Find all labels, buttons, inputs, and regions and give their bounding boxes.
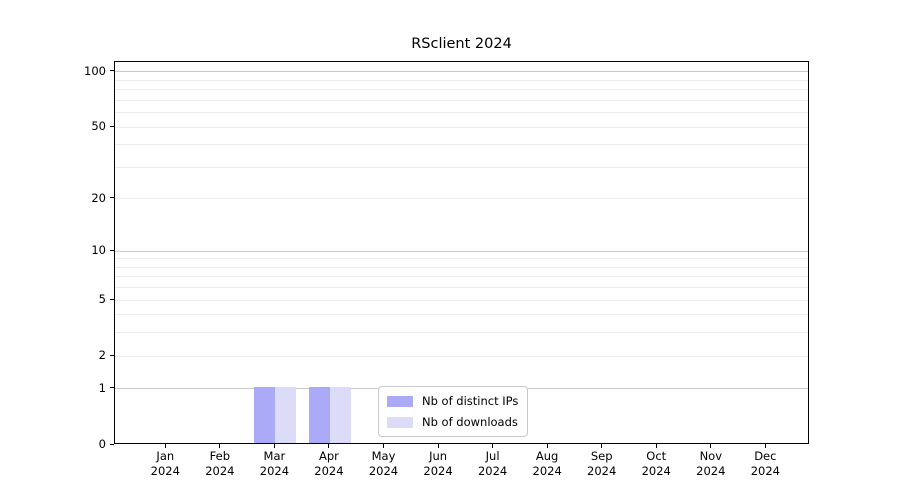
y-tick-label: 100: [84, 63, 106, 78]
x-tick-mark: [764, 444, 766, 448]
x-tick-year: 2024: [641, 464, 671, 478]
x-tick-year: 2024: [150, 464, 180, 478]
legend-entry: Nb of distinct IPs: [387, 392, 518, 410]
legend: Nb of distinct IPs Nb of downloads: [378, 386, 529, 437]
x-tick-year: 2024: [205, 464, 235, 478]
gridline-minor: [115, 287, 808, 289]
x-tick-mark: [164, 444, 166, 448]
y-tick-mark: [110, 298, 114, 300]
gridline-minor: [115, 166, 808, 168]
y-tick-label: 5: [98, 292, 106, 307]
y-tick-mark: [110, 249, 114, 251]
legend-swatch-downloads: [387, 416, 413, 428]
x-tick-mark: [655, 444, 657, 448]
bar-downloads: [329, 386, 351, 443]
y-tick-mark: [110, 443, 114, 445]
legend-label-downloads: Nb of downloads: [422, 415, 518, 429]
legend-entry: Nb of downloads: [387, 413, 518, 431]
x-tick-mark: [328, 444, 330, 448]
x-tick-month: Sep: [590, 449, 613, 463]
y-tick-mark: [110, 125, 114, 127]
x-tick-label: Jul 2024: [465, 449, 521, 479]
legend-swatch-distinct-ips: [387, 395, 413, 407]
x-tick-label: Sep 2024: [574, 449, 630, 479]
chart-title: RSclient 2024: [411, 36, 512, 52]
x-tick-mark: [710, 444, 712, 448]
gridline-minor: [115, 299, 808, 301]
x-tick-month: Mar: [263, 449, 286, 463]
gridline-minor: [115, 266, 808, 268]
y-tick-mark: [110, 354, 114, 356]
gridline-major: [115, 71, 808, 73]
x-tick-label: Jun 2024: [410, 449, 466, 479]
x-tick-label: May 2024: [356, 449, 412, 479]
x-tick-label: Aug 2024: [519, 449, 575, 479]
x-tick-month: Feb: [209, 449, 231, 463]
gridline-minor: [115, 112, 808, 114]
x-tick-month: Jan: [156, 449, 175, 463]
plot-area: Nb of distinct IPs Nb of downloads: [114, 61, 809, 444]
x-tick-year: 2024: [750, 464, 780, 478]
x-tick-month: Jun: [429, 449, 448, 463]
x-tick-year: 2024: [532, 464, 562, 478]
x-tick-label: Nov 2024: [683, 449, 739, 479]
y-tick-label: 2: [98, 348, 106, 363]
bar-distinct-ips: [254, 386, 276, 443]
gridline-minor: [115, 144, 808, 146]
x-tick-mark: [273, 444, 275, 448]
gridline-minor: [115, 258, 808, 260]
gridline-minor: [115, 355, 808, 357]
y-tick-label: 1: [98, 380, 106, 395]
y-tick-mark: [110, 197, 114, 199]
legend-label-distinct-ips: Nb of distinct IPs: [422, 394, 519, 408]
x-tick-mark: [546, 444, 548, 448]
x-tick-month: May: [371, 449, 396, 463]
x-tick-mark: [383, 444, 384, 448]
x-tick-year: 2024: [423, 464, 453, 478]
x-tick-year: 2024: [368, 464, 399, 478]
x-tick-label: Dec 2024: [737, 449, 793, 479]
y-tick-mark: [110, 387, 114, 389]
x-tick-year: 2024: [696, 464, 726, 478]
y-tick-label: 10: [91, 243, 106, 258]
x-tick-mark: [437, 444, 439, 448]
gridline-minor: [115, 332, 808, 334]
y-tick-mark: [110, 70, 114, 72]
x-tick-month: Apr: [318, 449, 339, 463]
x-tick-mark: [219, 444, 221, 448]
x-tick-label: Jan 2024: [137, 449, 193, 479]
x-tick-label: Mar 2024: [246, 449, 302, 479]
x-tick-mark: [601, 444, 603, 448]
x-tick-month: Jul: [485, 449, 500, 463]
gridline-minor: [115, 126, 808, 128]
gridline-minor: [115, 89, 808, 91]
x-tick-month: Oct: [646, 449, 667, 463]
x-tick-label: Oct 2024: [628, 449, 684, 479]
bar-downloads: [275, 386, 297, 443]
gridline-minor: [115, 99, 808, 101]
x-tick-year: 2024: [259, 464, 290, 478]
gridline-major: [115, 250, 808, 252]
x-tick-year: 2024: [477, 464, 508, 478]
x-tick-mark: [492, 444, 494, 448]
gridline-minor: [115, 314, 808, 316]
gridline-minor: [115, 79, 808, 81]
x-tick-label: Apr 2024: [301, 449, 357, 479]
x-tick-year: 2024: [314, 464, 344, 478]
x-tick-month: Aug: [535, 449, 559, 463]
bar-distinct-ips: [308, 386, 330, 443]
x-tick-label: Feb 2024: [192, 449, 248, 479]
x-tick-month: Nov: [699, 449, 723, 463]
x-tick-month: Dec: [754, 449, 777, 463]
gridline-minor: [115, 198, 808, 200]
y-tick-label: 0: [98, 437, 106, 451]
y-tick-label: 20: [91, 190, 106, 205]
gridline-minor: [115, 276, 808, 278]
y-tick-label: 50: [91, 119, 106, 134]
x-tick-year: 2024: [587, 464, 617, 478]
